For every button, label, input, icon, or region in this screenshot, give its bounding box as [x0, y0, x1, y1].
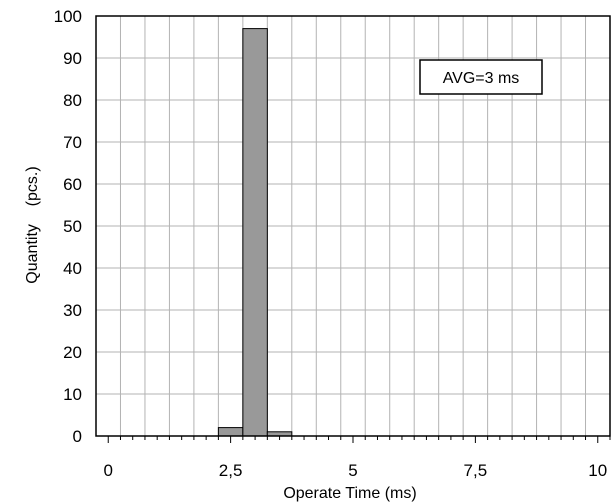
x-tick-label: 10 [588, 461, 607, 480]
avg-annotation: AVG=3 ms [419, 59, 543, 95]
y-tick-label: 10 [63, 385, 82, 404]
y-tick-label: 0 [73, 427, 82, 446]
avg-annotation-box [419, 59, 543, 95]
y-axis-tick-labels: 0 10 20 30 40 50 60 70 80 90 100 [54, 7, 82, 446]
histogram-bar [217, 427, 244, 437]
y-tick-label: 20 [63, 343, 82, 362]
x-axis-ticks [107, 436, 611, 443]
x-tick-label: 0 [104, 461, 113, 480]
avg-annotation-text: AVG=3 ms [443, 70, 520, 87]
x-axis-title: Operate Time (ms) [283, 485, 416, 502]
histogram-bar [242, 28, 268, 437]
y-tick-label: 70 [63, 133, 82, 152]
y-axis-title: Quantity (pcs.) [24, 166, 41, 283]
histogram-bars [217, 28, 293, 437]
x-tick-label: 5 [348, 461, 357, 480]
y-tick-label: 80 [63, 91, 82, 110]
y-tick-label: 40 [63, 259, 82, 278]
x-tick-label: 7,5 [464, 461, 488, 480]
x-tick-label: 2,5 [219, 461, 243, 480]
y-tick-label: 30 [63, 301, 82, 320]
y-tick-label: 50 [63, 217, 82, 236]
x-axis-tick-labels: 0 2,5 5 7,5 10 [104, 461, 608, 480]
y-tick-label: 100 [54, 7, 82, 26]
y-tick-label: 90 [63, 49, 82, 68]
y-tick-label: 60 [63, 175, 82, 194]
